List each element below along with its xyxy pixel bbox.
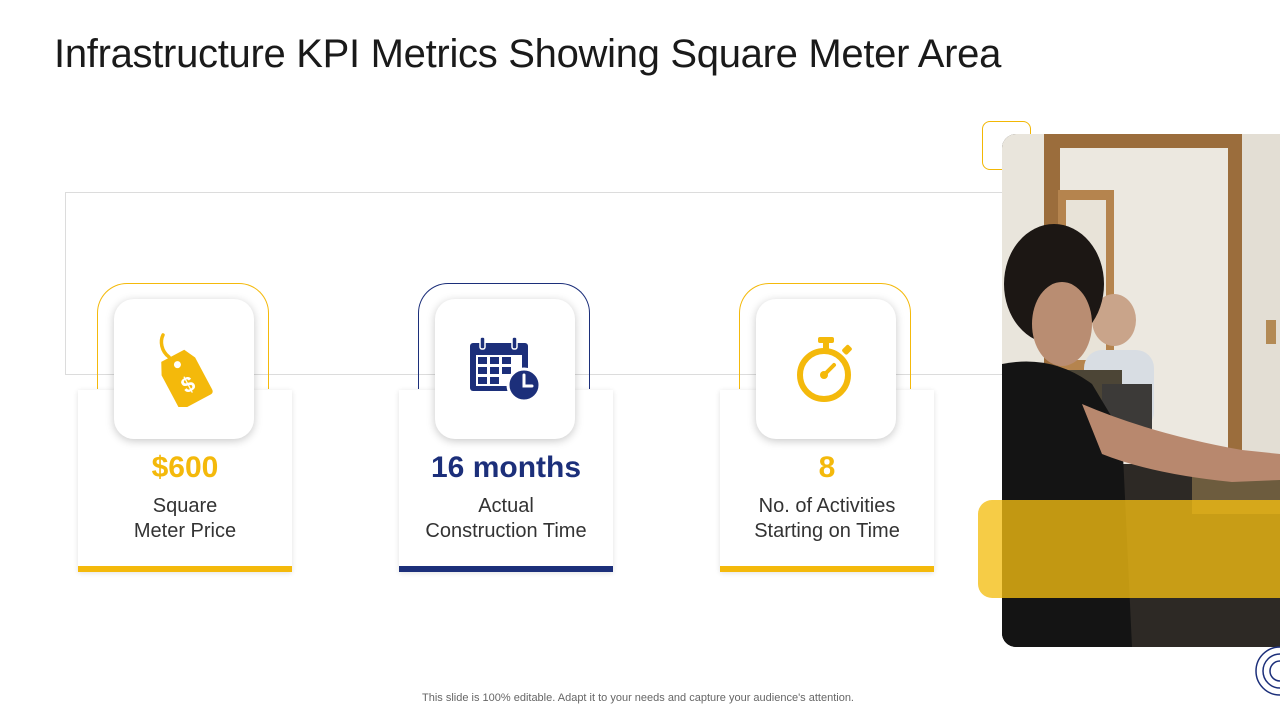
slide-title: Infrastructure KPI Metrics Showing Squar… bbox=[54, 32, 1002, 76]
kpi-label-line-2: Starting on Time bbox=[754, 520, 900, 542]
kpi-3-icon-box bbox=[756, 299, 896, 439]
kpi-card-activities-on-time: 8 No. of Activities Starting on Time bbox=[720, 390, 934, 572]
kpi-label-line-2: Meter Price bbox=[133, 520, 237, 542]
kpi-2-arch-outline bbox=[418, 283, 590, 389]
kpi-label-line-1: Square bbox=[152, 495, 218, 517]
concentric-rings-decoration bbox=[1255, 646, 1280, 696]
kpi-label-line-1: Actual bbox=[478, 495, 534, 517]
kpi-value: 16 months bbox=[430, 451, 582, 484]
kpi-1-icon-box: $ bbox=[114, 299, 254, 439]
kpi-accent-bar bbox=[78, 566, 292, 572]
yellow-accent-overlay bbox=[978, 500, 1280, 598]
kpi-2-icon-box bbox=[435, 299, 575, 439]
calendar-clock-icon bbox=[470, 336, 542, 403]
kpi-label: No. of Activities Starting on Time bbox=[740, 494, 914, 544]
kpi-label-line-1: No. of Activities bbox=[758, 495, 896, 517]
kpi-label: Square Meter Price bbox=[98, 494, 272, 544]
kpi-label-line-2: Construction Time bbox=[425, 520, 587, 542]
kpi-value: 8 bbox=[818, 451, 836, 484]
slide-footer-note: This slide is 100% editable. Adapt it to… bbox=[422, 692, 854, 704]
kpi-accent-bar bbox=[720, 566, 934, 572]
kpi-label: Actual Construction Time bbox=[419, 494, 593, 544]
kpi-value: $600 bbox=[151, 451, 219, 484]
kpi-accent-bar bbox=[399, 566, 613, 572]
kpi-3-arch-outline bbox=[739, 283, 911, 389]
price-tag-dollar-icon: $ bbox=[159, 333, 213, 407]
stopwatch-icon bbox=[797, 337, 852, 402]
kpi-1-arch-outline bbox=[97, 283, 269, 389]
